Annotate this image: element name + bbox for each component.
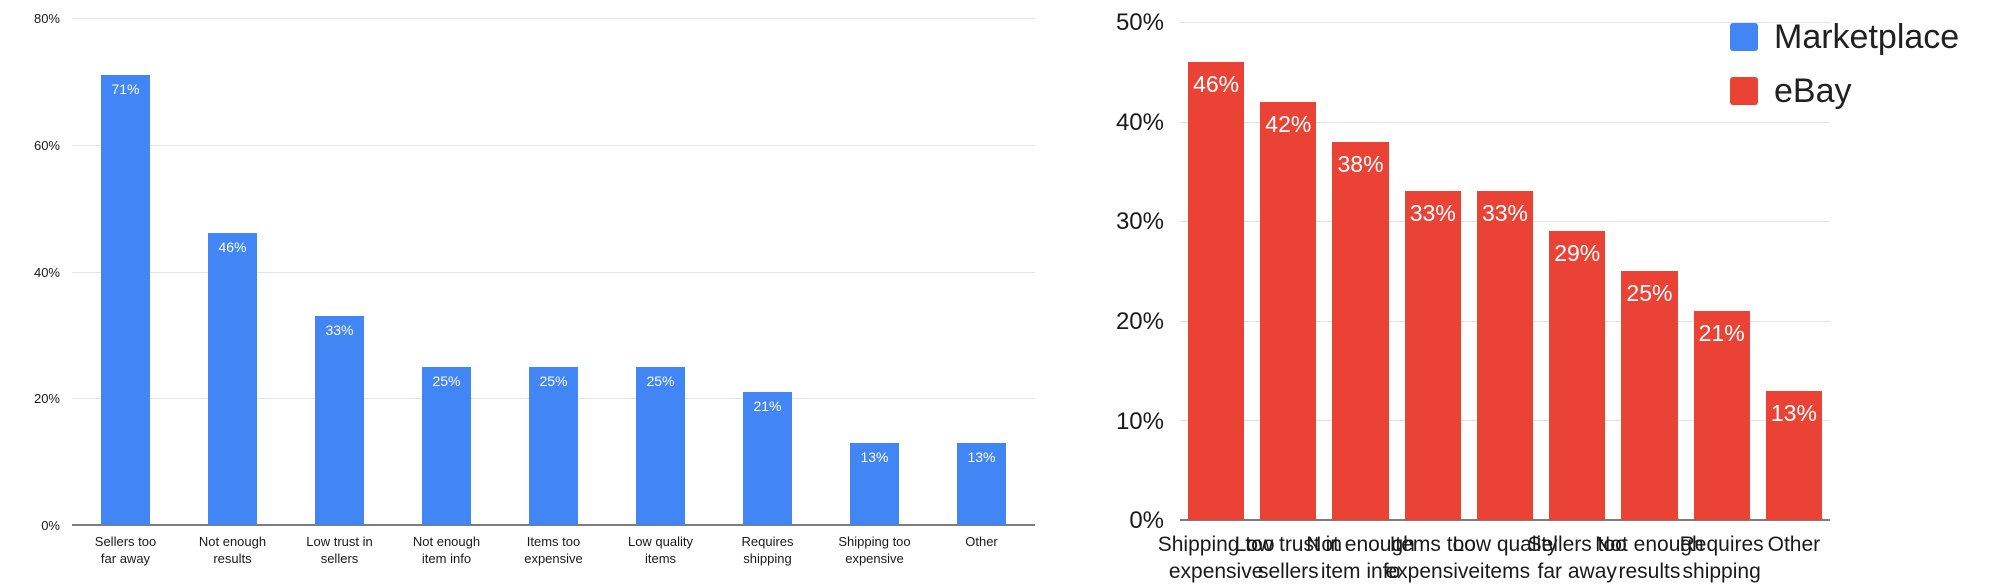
gridline bbox=[1180, 420, 1830, 422]
bar-value-label: 13% bbox=[860, 448, 889, 465]
gridline bbox=[72, 144, 1035, 146]
x-axis-category-label: Not enough item info bbox=[412, 534, 481, 566]
bar-value-label: 33% bbox=[325, 321, 354, 338]
x-axis-category-label: Not enough results bbox=[198, 534, 267, 566]
bar-value-label: 13% bbox=[1770, 399, 1817, 426]
x-axis-category-label: Sellers too far away bbox=[1527, 533, 1627, 584]
y-axis-tick-label: 60% bbox=[33, 137, 60, 153]
x-axis-category-label: Sellers too far away bbox=[94, 534, 157, 566]
gridline bbox=[72, 18, 1035, 19]
marketplace-legend-label: Marketplace bbox=[1774, 18, 1960, 56]
y-axis-tick-label: 30% bbox=[1115, 208, 1164, 236]
bar-value-label: 46% bbox=[218, 239, 247, 256]
bar: 38% bbox=[1332, 141, 1389, 520]
chart-legend: Marketplace eBay bbox=[1730, 20, 1959, 128]
x-axis-category-label: Shipping too expensive bbox=[838, 534, 911, 566]
x-axis-category-label: Not enough item info bbox=[1306, 533, 1415, 584]
y-axis-tick-label: 10% bbox=[1115, 407, 1164, 435]
bar-value-label: 25% bbox=[539, 372, 568, 389]
bar: 71% bbox=[100, 75, 151, 525]
bar: 33% bbox=[1404, 191, 1461, 520]
bar: 21% bbox=[742, 391, 793, 525]
bar: 25% bbox=[1621, 271, 1678, 520]
y-axis-tick-label: 0% bbox=[41, 518, 60, 534]
bar: 29% bbox=[1549, 231, 1606, 520]
x-axis-category-label: Other bbox=[965, 534, 998, 549]
bar-value-label: 25% bbox=[432, 372, 461, 389]
x-axis-category-label: Items too expensive bbox=[524, 534, 583, 566]
bar: 42% bbox=[1260, 101, 1317, 520]
x-axis-category-label: Requires shipping bbox=[1679, 533, 1764, 584]
x-axis-category-label: Not enough results bbox=[1595, 533, 1704, 584]
bar: 13% bbox=[956, 442, 1007, 525]
gridline bbox=[1180, 320, 1830, 322]
y-axis-tick-label: 0% bbox=[1129, 507, 1164, 535]
bar: 33% bbox=[1476, 191, 1534, 520]
x-axis-category-label: Items too expensive bbox=[1385, 533, 1481, 584]
gridline bbox=[72, 398, 1035, 400]
y-axis-tick-label: 40% bbox=[1115, 108, 1164, 136]
bar-value-label: 21% bbox=[753, 397, 782, 414]
x-axis-category-label: Low quality items bbox=[627, 534, 694, 566]
x-axis-line bbox=[1180, 519, 1830, 521]
bar: 46% bbox=[1187, 61, 1245, 520]
x-axis-category-label: Low quality items bbox=[1452, 533, 1558, 584]
gridline bbox=[1180, 221, 1830, 223]
bar-value-label: 29% bbox=[1554, 240, 1601, 267]
x-axis-category-label: Low trust in sellers bbox=[306, 534, 373, 566]
bar-value-label: 13% bbox=[967, 448, 996, 465]
ebay-legend-label: eBay bbox=[1774, 72, 1852, 110]
bar: 21% bbox=[1693, 310, 1750, 520]
bar: 13% bbox=[1765, 390, 1823, 520]
bar-value-label: 25% bbox=[646, 372, 675, 389]
bar-value-label: 25% bbox=[1626, 280, 1673, 306]
bar-value-label: 33% bbox=[1409, 200, 1456, 227]
bar-value-label: 46% bbox=[1193, 70, 1240, 97]
y-axis-tick-label: 80% bbox=[33, 11, 60, 27]
x-axis-category-label: Other bbox=[1767, 533, 1821, 556]
bar-value-label: 38% bbox=[1337, 150, 1384, 177]
bar: 46% bbox=[207, 233, 258, 525]
x-axis-line bbox=[72, 524, 1035, 526]
legend-item-ebay: eBay bbox=[1730, 74, 1959, 108]
marketplace-chart-plot-area: 0% 20% 40% 60% 80% 71% Sellers too far away 46%… bbox=[34, 12, 1035, 566]
marketplace-legend-swatch-icon bbox=[1730, 23, 1758, 51]
bar: 33% bbox=[314, 315, 365, 525]
gridline bbox=[72, 271, 1035, 273]
ebay-legend-swatch-icon bbox=[1730, 77, 1758, 105]
x-axis-category-label: Shipping too expensive bbox=[1157, 533, 1275, 584]
x-axis-category-label: Low trust in sellers bbox=[1234, 533, 1343, 584]
x-axis-category-label: Requires shipping bbox=[741, 534, 794, 566]
bar: 25% bbox=[635, 366, 686, 525]
bar: 25% bbox=[421, 366, 472, 525]
bar-value-label: 21% bbox=[1698, 319, 1745, 346]
y-axis-tick-label: 20% bbox=[1115, 308, 1164, 335]
bar-value-label: 33% bbox=[1481, 200, 1529, 227]
y-axis-tick-label: 40% bbox=[33, 264, 60, 280]
bar-value-label: 42% bbox=[1265, 110, 1312, 137]
y-axis-tick-label: 20% bbox=[33, 391, 60, 407]
bar: 25% bbox=[528, 366, 579, 525]
bar-value-label: 71% bbox=[111, 81, 140, 98]
bar: 13% bbox=[849, 442, 900, 525]
y-axis-tick-label: 50% bbox=[1115, 9, 1164, 37]
legend-item-marketplace: Marketplace bbox=[1730, 20, 1959, 54]
